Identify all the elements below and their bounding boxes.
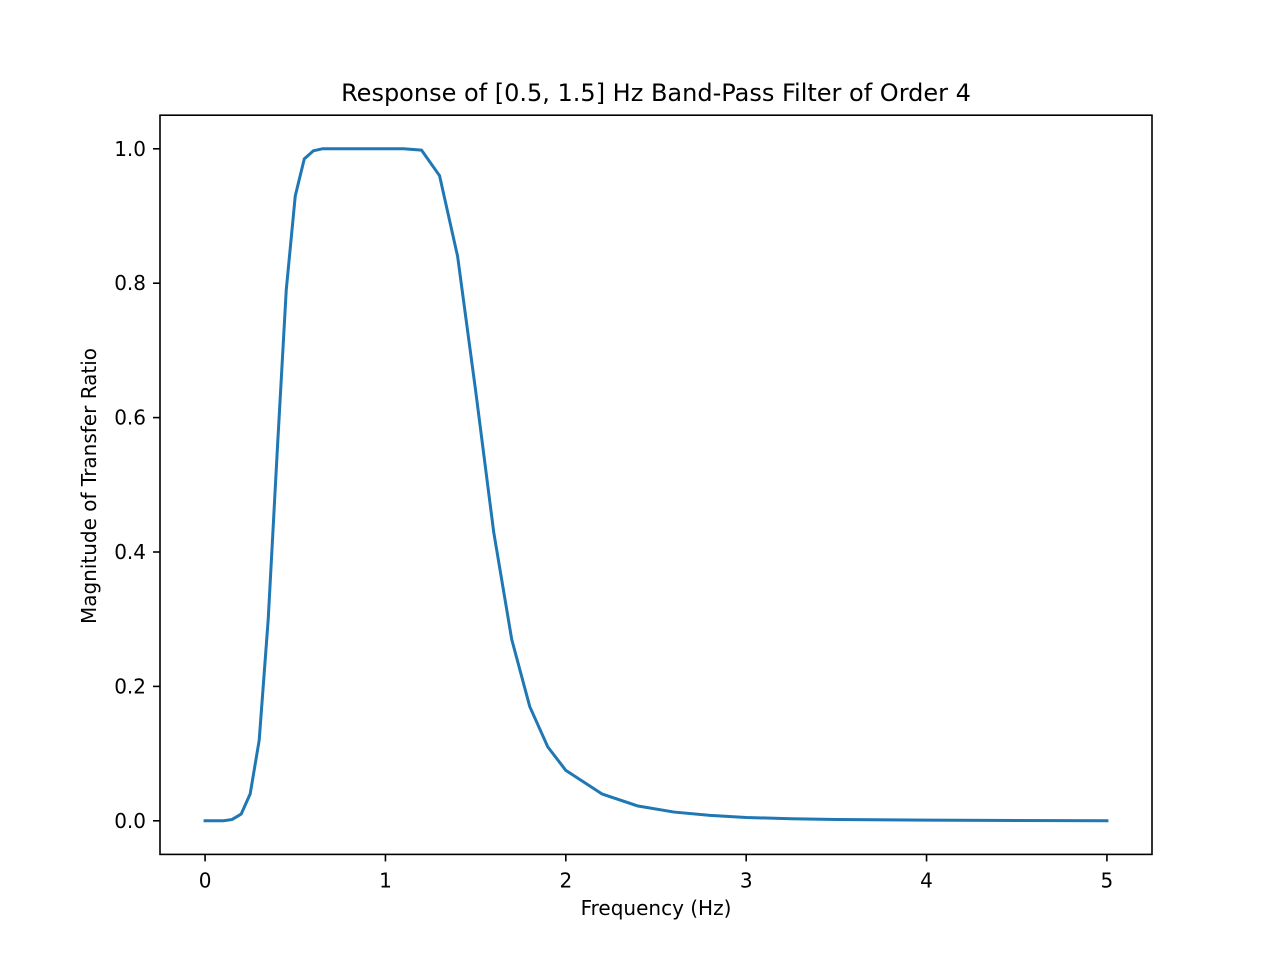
y-axis-ticks: 0.0 0.2 0.4 0.6 0.8 1.0 [114, 137, 160, 833]
y-tick-label: 1.0 [114, 137, 146, 161]
y-tick-label: 0.8 [114, 271, 146, 295]
y-tick-label: 0.4 [114, 540, 146, 564]
x-tick-label: 2 [559, 868, 572, 892]
y-tick-label: 0.2 [114, 674, 146, 698]
x-axis-ticks: 0 1 2 3 4 5 [199, 854, 1114, 892]
x-tick-label: 1 [379, 868, 392, 892]
series-line-0 [203, 147, 1109, 823]
x-tick-label: 5 [1101, 868, 1114, 892]
chart-title: Response of [0.5, 1.5] Hz Band-Pass Filt… [341, 79, 971, 107]
x-tick-label: 4 [920, 868, 933, 892]
x-tick-label: 3 [740, 868, 753, 892]
y-tick-label: 0.0 [114, 809, 146, 833]
x-axis-label: Frequency (Hz) [581, 896, 732, 920]
plot-frame [159, 114, 1153, 856]
plot-area [203, 147, 1109, 823]
x-tick-label: 0 [199, 868, 212, 892]
y-tick-label: 0.6 [114, 406, 146, 430]
y-axis-label: Magnitude of Transfer Ratio [77, 348, 101, 624]
